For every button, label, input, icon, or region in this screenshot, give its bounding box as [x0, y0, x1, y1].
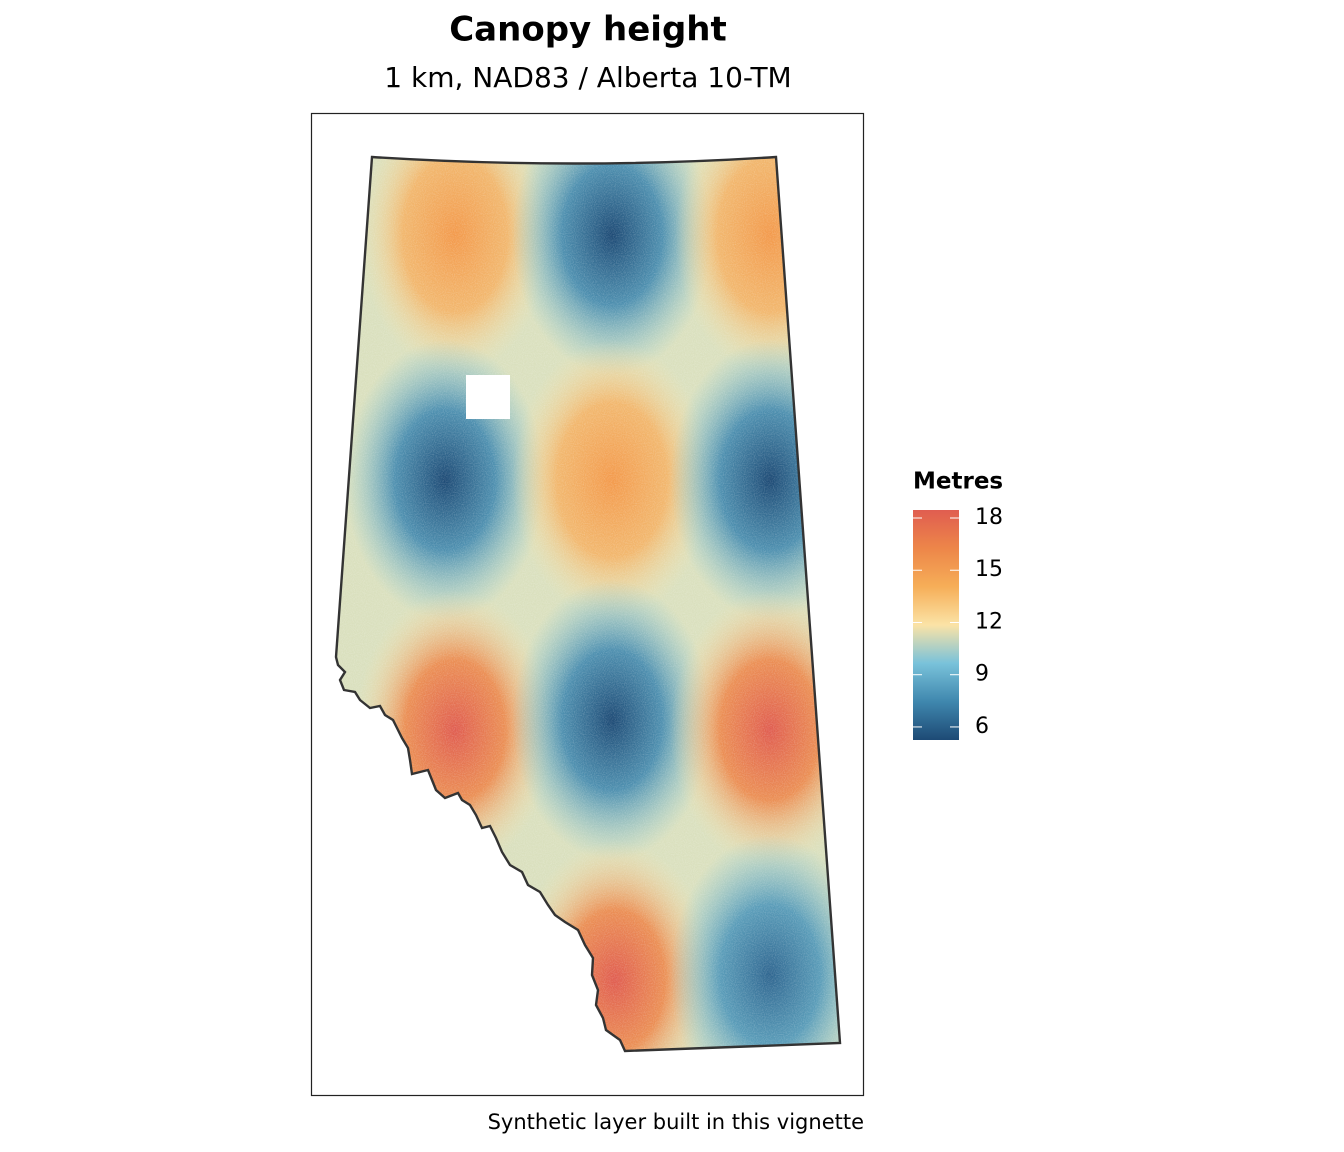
raster: [336, 157, 840, 1051]
no-data-cell: [466, 375, 510, 419]
map-title: Canopy height: [449, 10, 727, 50]
legend-tick-label: 9: [975, 662, 989, 687]
legend-colorbar: [913, 510, 959, 740]
legend-tick-label: 18: [975, 505, 1003, 530]
map-subtitle: 1 km, NAD83 / Alberta 10-TM: [384, 61, 791, 94]
legend-tick-label: 12: [975, 609, 1003, 634]
legend-tick-label: 15: [975, 557, 1003, 582]
legend-ticks: 6 9 12 15 18: [913, 505, 1003, 739]
panel-border: [310, 112, 865, 1097]
map-caption: Synthetic layer built in this vignette: [488, 1110, 864, 1134]
legend-tick-label: 6: [975, 714, 989, 739]
legend-title: Metres: [913, 469, 1003, 495]
